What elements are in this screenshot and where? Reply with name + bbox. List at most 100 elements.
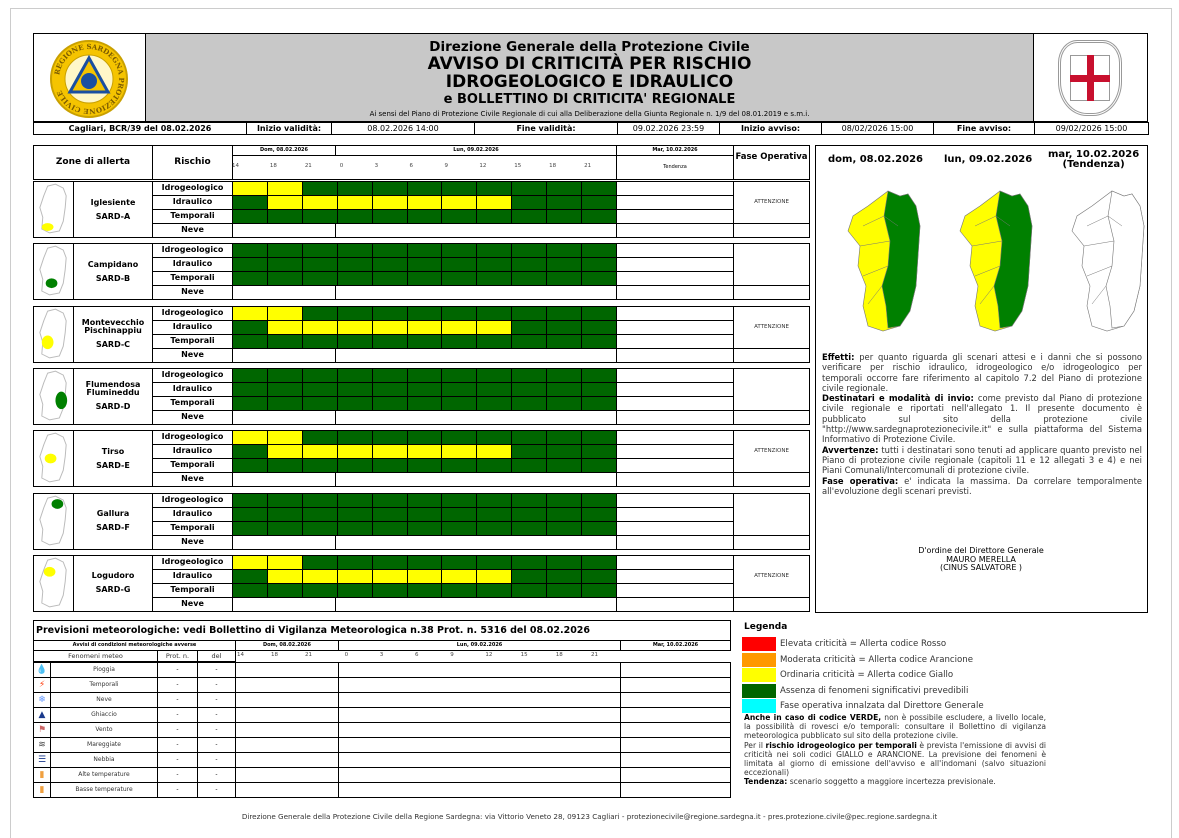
legend-label: Assenza di fenomeni significativi preved… [780,685,969,696]
risk-cell-green [371,257,408,273]
risk-cell-green [546,243,583,259]
trend-cell [616,596,734,612]
hour-label: 9 [450,652,454,658]
hour-label: 0 [344,652,349,658]
risk-cell-green [441,181,478,196]
risk-cell-yellow [266,181,303,196]
signature-line-3: (CINUS SALVATORE ) [939,563,1023,572]
trend-cell [616,181,734,196]
risk-cell-green [301,520,338,536]
risk-cell-green [336,582,373,598]
risk-label-neve: Neve [152,534,233,550]
snow-cell [335,347,617,363]
risk-cell-green [476,209,513,224]
zones-header: Zone di allerta [33,145,153,180]
hour-label: 18 [549,163,557,169]
risk-cell-green [546,333,583,349]
snow-cell [232,596,336,612]
risk-cell-green [441,367,478,383]
risk-cell-green [406,257,443,273]
risk-cell-green [336,506,373,522]
risk-label-temporali: Temporali [152,582,233,598]
risk-cell-yellow [441,319,478,335]
info-end: 09.02.2026 23:59 [617,122,720,135]
sardinia-coat-of-arms [1058,40,1122,116]
phase-cell [733,367,810,411]
risk-label-idrogeologico: Idrogeologico [152,554,233,570]
risk-cell-green [581,271,617,287]
zone-code: SARD-C [95,340,131,350]
risk-cell-green [336,492,373,508]
risk-cell-green [336,554,373,570]
risk-cell-yellow [476,195,513,210]
map-date-3: mar, 10.02.2026 [1048,149,1140,160]
snow-cell [232,472,336,488]
trend-cell [616,534,734,550]
risk-cell-yellow [266,305,303,321]
meteo-day2: Lun, 09.02.2026 [338,640,621,651]
risk-cell-green [406,458,443,474]
prot-value: - [157,722,198,738]
del-value: - [197,737,236,753]
phenomenon-name: Basse temperature [50,782,158,798]
trend-cell [616,305,734,321]
risk-cell-green [266,209,303,224]
risk-cell-green [511,181,548,196]
trend-cell [616,506,734,522]
risk-cell-green [511,271,548,287]
risk-cell-green [511,444,548,460]
risk-cell-green [336,209,373,224]
prot-value: - [157,707,198,723]
risk-cell-green [371,554,408,570]
legend-title: Legenda [744,622,788,632]
risk-cell-yellow [371,319,408,335]
snow-cell [232,534,336,550]
risk-cell-green [371,271,408,287]
del-value: - [197,767,236,783]
rain-icon: 💧 [33,662,51,678]
risk-cell-green [266,506,303,522]
department: Direzione Generale della Protezione Civi… [429,39,750,55]
risk-cell-green [336,367,373,383]
info-end-label: Fine validità: [474,122,618,135]
risk-cell-green [406,381,443,397]
phenomenon-name: Mareggiate [50,737,158,753]
risk-cell-yellow [371,444,408,460]
title-line-3: e BOLLETTINO DI CRITICITA' REGIONALE [443,92,736,107]
avvertenze-text: tutti i destinatari sono tenuti ad appli… [822,444,1142,476]
legend-notes: Anche in caso di codice VERDE, non è pos… [744,713,1046,787]
trend-cell [616,409,734,425]
zone-name: Logudoro [91,571,135,581]
prot-value: - [157,752,198,768]
risk-cell-yellow [266,444,303,460]
risk-cell-yellow [301,319,338,335]
high-temp-icon: ▮ [33,767,51,783]
risk-cell-green [301,381,338,397]
risk-cell-green [301,458,338,474]
note3: scenario soggetto a maggiore incertezza … [787,777,996,787]
zone-map-icon [33,430,74,488]
fog-icon: ☰ [33,752,51,768]
risk-cell-green [441,520,478,536]
snow-cell [335,472,617,488]
risk-cell-yellow [232,554,268,570]
wind-icon: ⚑ [33,722,51,738]
risk-cell-green [581,319,617,335]
risk-cell-green [511,195,548,210]
phenomenon-name: Temporali [50,677,158,693]
legend-item: Fase operativa innalzata dal Direttore G… [742,699,984,713]
info-alert-start: 08/02/2026 15:00 [821,122,934,135]
hour-label: 21 [304,163,312,169]
zone-code: SARD-A [95,211,131,221]
zone-name: Tirso [101,446,125,456]
risk-cell-yellow [336,444,373,460]
risk-label-temporali: Temporali [152,271,233,287]
risk-cell-green [441,395,478,411]
zone-name: Gallura [96,509,130,518]
zone-code: SARD-D [95,402,131,412]
risk-label-idraulico: Idraulico [152,381,233,397]
risk-cell-green [511,520,548,536]
risk-cell-green [336,458,373,474]
risk-cell-yellow [336,319,373,335]
sardinia-map-1 [838,186,933,336]
